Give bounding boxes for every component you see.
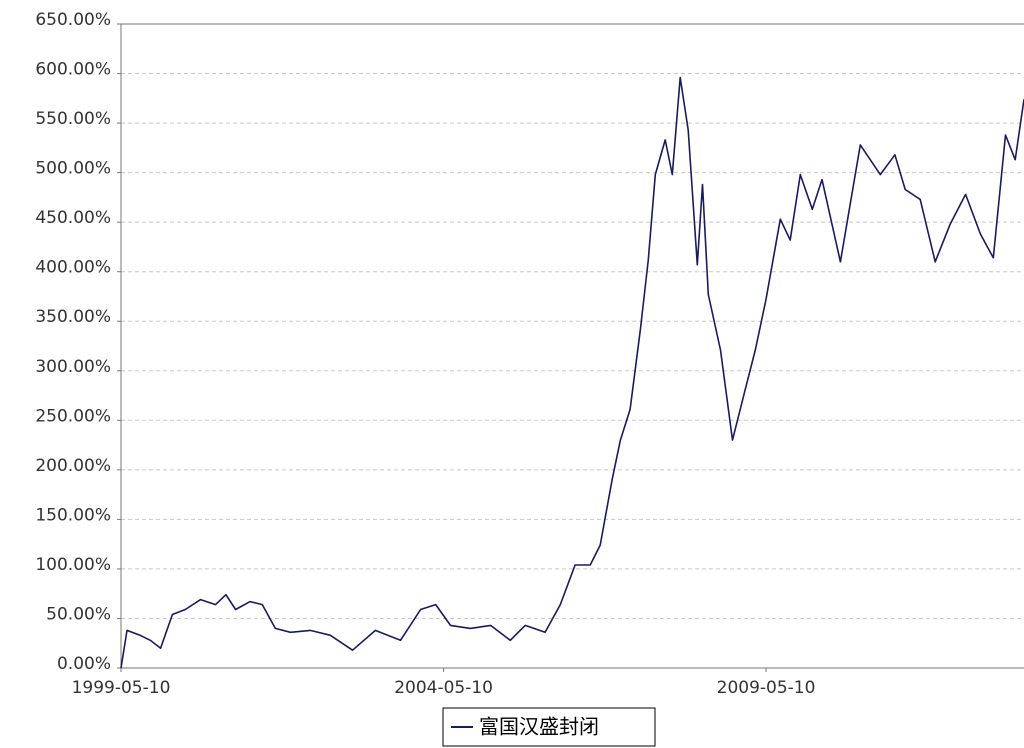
- series-line: [120, 76, 1024, 669]
- y-tick-label: 200.00%: [35, 456, 111, 476]
- y-tick-label: 350.00%: [35, 307, 111, 327]
- y-tick-label: 150.00%: [35, 505, 111, 525]
- y-tick-label: 250.00%: [35, 406, 111, 426]
- legend: 富国汉盛封闭: [442, 707, 656, 747]
- legend-label: 富国汉盛封闭: [479, 715, 599, 739]
- legend-box: [442, 707, 656, 747]
- y-tick-label: 500.00%: [35, 159, 111, 179]
- y-tick-label: 50.00%: [46, 604, 111, 624]
- y-tick-label: 600.00%: [35, 60, 111, 80]
- y-tick-label: 400.00%: [35, 258, 111, 278]
- y-tick-label: 0.00%: [57, 654, 111, 674]
- x-tick-label: 2009-05-10: [717, 678, 816, 698]
- y-tick-label: 450.00%: [35, 208, 111, 228]
- y-tick-label: 550.00%: [35, 109, 111, 129]
- x-tick-label: 1999-05-10: [72, 678, 171, 698]
- y-tick-label: 100.00%: [35, 555, 111, 575]
- x-tick-label: 2004-05-10: [394, 678, 493, 698]
- y-tick-label: 650.00%: [35, 10, 111, 30]
- y-tick-label: 300.00%: [35, 357, 111, 377]
